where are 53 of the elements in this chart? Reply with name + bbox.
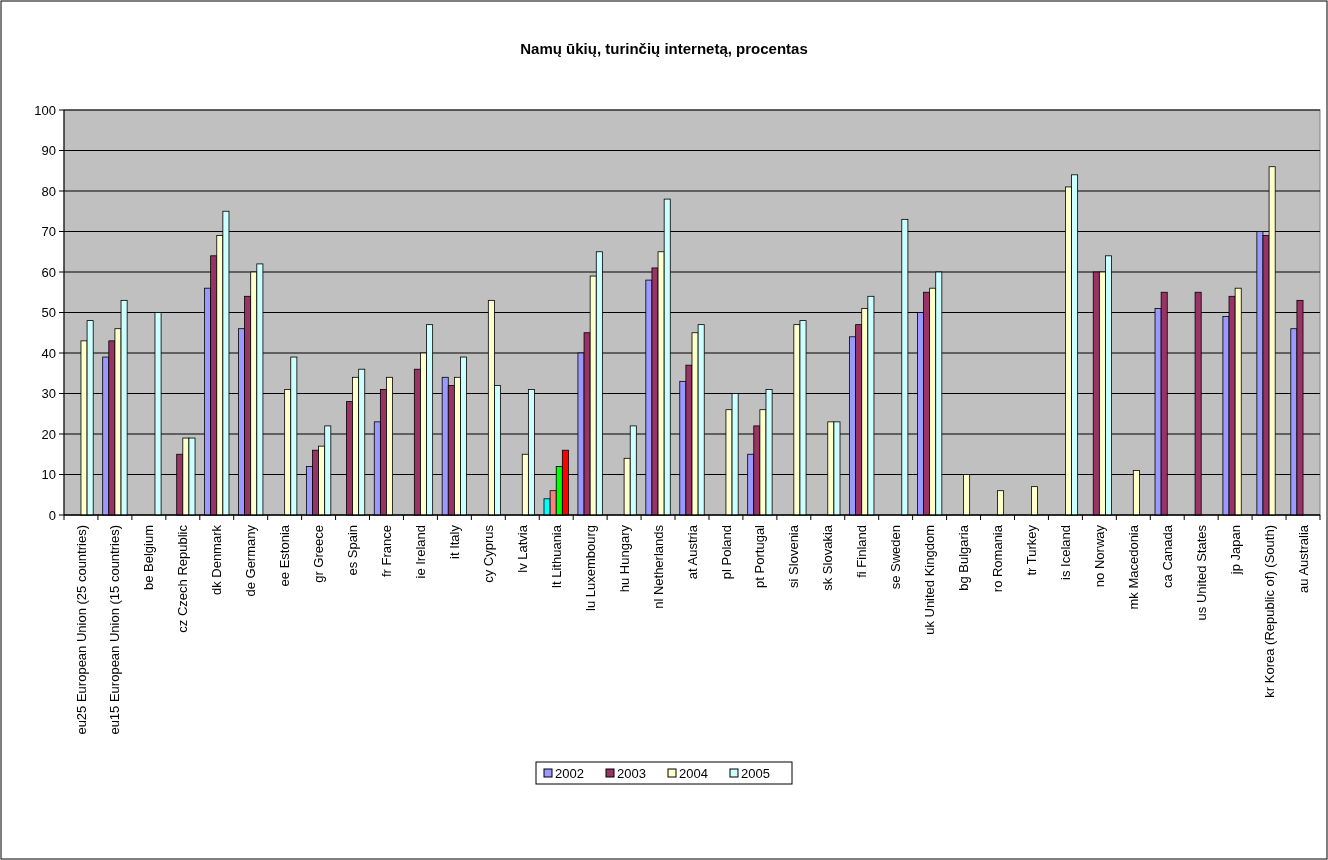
y-tick-label: 70 [41,224,56,240]
x-tick-label: ee Estonia [277,524,293,587]
y-tick-label: 10 [41,467,56,483]
chart-title: Namų ūkių, turinčių internetą, procentas [520,40,808,57]
x-tick-label: lu Luxembourg [582,525,598,611]
x-tick-label: tr Turkey [1024,524,1040,576]
x-tick-label: cz Czech Republic [175,524,191,633]
x-tick-label: cy Cyprus [480,524,496,583]
y-tick-label: 40 [41,345,56,361]
x-tick-label: au Australia [1295,524,1311,593]
x-tick-label: it Italy [446,524,462,559]
x-tick-label: is Iceland [1057,525,1073,580]
x-tick-label: eu25 European Union (25 countries) [73,525,89,735]
x-tick-label: ro Romania [990,524,1006,593]
legend-label: 2004 [679,765,708,781]
y-tick-label: 90 [41,143,56,159]
x-tick-label: no Norway [1091,524,1107,588]
x-tick-label: lv Latvia [514,524,530,573]
legend-label: 2003 [617,765,646,781]
x-tick-label: si Slovenia [786,524,802,588]
x-tick-label: uk United Kingdom [922,525,938,635]
x-tick-label: se Sweden [888,525,904,590]
y-tick-label: 20 [41,426,56,442]
x-tick-label: es Spain [345,525,361,576]
x-tick-label: de Germany [243,524,259,597]
x-tick-label: ie Ireland [412,525,428,579]
legend-label: 2005 [741,765,770,781]
y-tick-label: 0 [48,507,56,523]
x-tick-label: mk Macedonia [1125,524,1141,610]
x-tick-label: nl Netherlands [650,524,666,609]
legend-label: 2002 [555,765,584,781]
x-tick-label: dk Denmark [209,524,225,596]
x-tick-label: pt Portugal [752,524,768,588]
x-tick-label: us United States [1193,524,1209,621]
x-tick-label: hu Hungary [616,524,632,593]
y-tick-label: 80 [41,183,56,199]
x-tick-label: jp Japan [1227,525,1243,576]
x-tick-label: sk Slovakia [820,524,836,591]
y-tick-label: 60 [41,264,56,280]
x-tick-label: fi Finland [854,525,870,578]
x-tick-label: pl Poland [718,525,734,580]
x-tick-label: eu15 European Union (15 countries) [107,525,123,735]
x-tick-label: lt Lithuania [548,524,564,588]
x-tick-label: ca Canada [1159,524,1175,588]
y-tick-label: 50 [41,305,56,321]
y-tick-label: 30 [41,386,56,402]
x-tick-label: bg Bulgaria [956,524,972,591]
x-tick-label: at Austria [684,524,700,580]
y-tick-label: 100 [34,102,56,118]
x-tick-label: gr Greece [311,525,327,583]
x-tick-label: be Belgium [141,525,157,591]
x-tick-label: fr France [379,525,395,578]
x-tick-label: kr Korea (Republic of) (South) [1261,525,1277,698]
